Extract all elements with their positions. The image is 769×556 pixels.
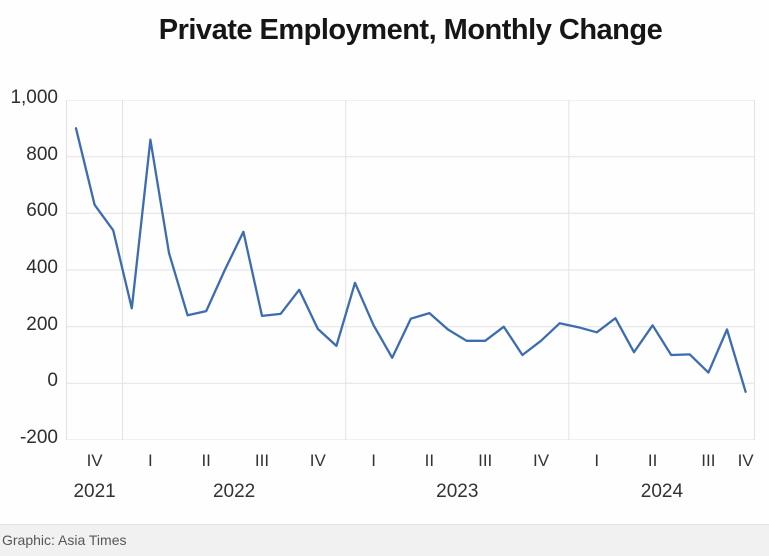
x-axis-quarter-label: II <box>424 451 435 470</box>
x-axis-quarter-label: II <box>647 451 658 470</box>
y-axis-label: 0 <box>47 370 58 392</box>
data-series-line <box>74 127 747 393</box>
x-axis-year-label: 2024 <box>640 481 684 502</box>
x-axis-quarter-label: I <box>371 451 376 470</box>
x-axis-quarter-label: III <box>701 451 716 470</box>
chart-title: Private Employment, Monthly Change <box>158 14 663 46</box>
x-axis-quarter-label: I <box>594 451 600 470</box>
x-axis-quarter-label: I <box>148 451 153 470</box>
line-chart-svg <box>66 100 755 440</box>
x-axis-year-label: 2022 <box>212 481 256 502</box>
y-axis-label: 600 <box>26 200 58 222</box>
y-axis-label: -200 <box>19 427 58 448</box>
x-axis-quarter-label: IV <box>309 451 326 470</box>
x-axis-quarter-label: IV <box>737 451 754 470</box>
x-axis-quarter-label: III <box>478 451 493 470</box>
y-axis-label: 800 <box>26 143 58 165</box>
y-axis-label: 1,000 <box>10 87 58 108</box>
x-axis-quarter-label: IV <box>532 451 550 470</box>
attribution-text: Graphic: Asia Times <box>2 532 127 548</box>
y-axis-label: 400 <box>26 257 58 278</box>
x-axis-year-label: 2021 <box>73 481 116 502</box>
attribution-bar: Graphic: Asia Times <box>0 524 769 556</box>
x-axis-quarter-label: II <box>201 451 211 470</box>
x-axis-quarter-label: IV <box>86 451 103 470</box>
x-axis-quarter-label: III <box>254 451 270 470</box>
y-axis-label: 200 <box>26 313 58 335</box>
x-axis-year-label: 2023 <box>436 481 479 502</box>
plot-area <box>66 100 755 440</box>
